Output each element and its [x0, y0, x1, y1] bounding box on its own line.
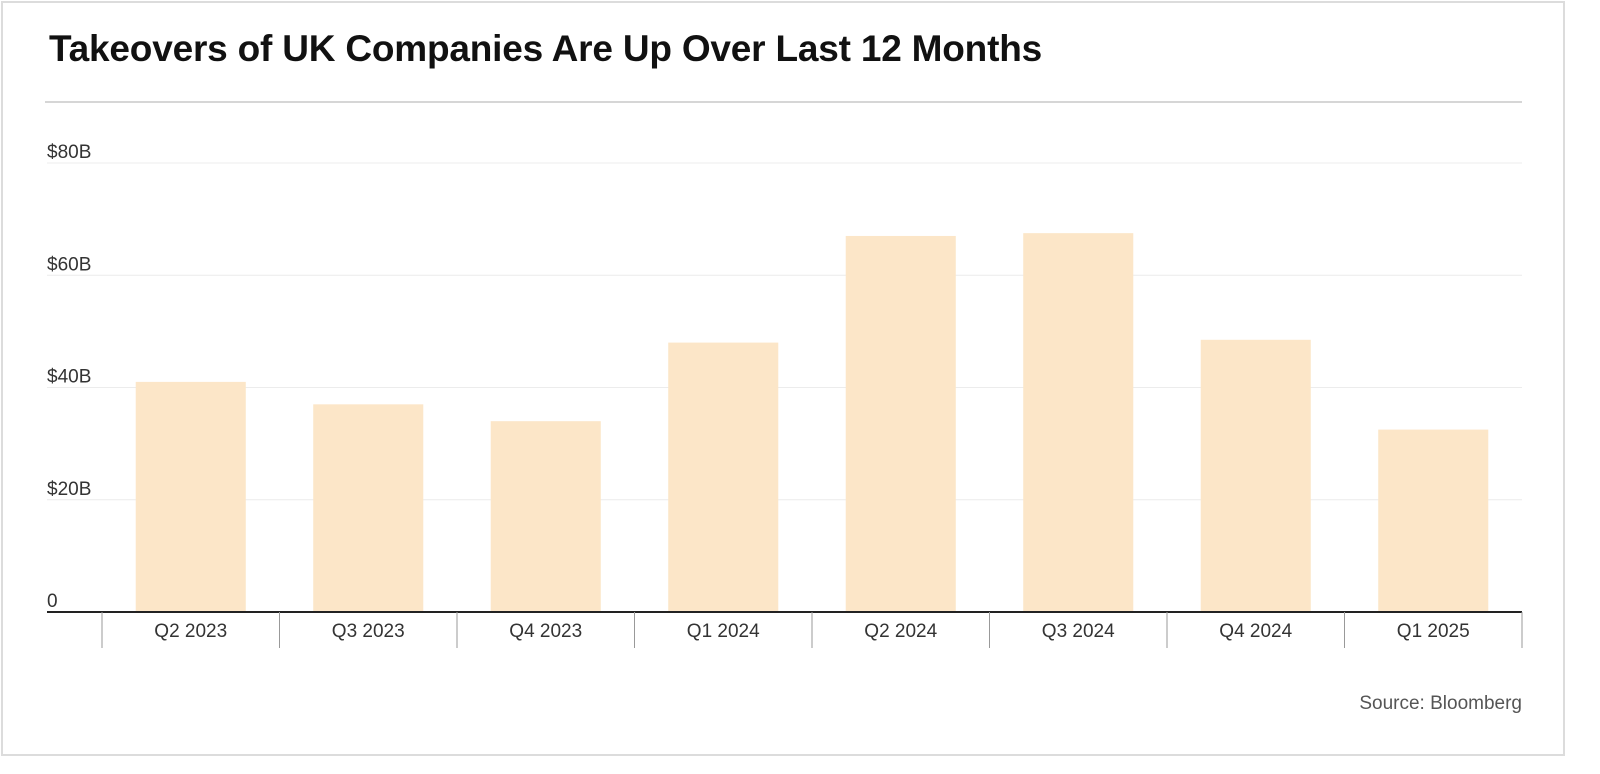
source-note: Source: Bloomberg — [1359, 693, 1522, 714]
bar — [135, 381, 246, 612]
chart-title: Takeovers of UK Companies Are Up Over La… — [49, 28, 1042, 69]
y-tick-label: $60B — [47, 254, 91, 275]
bar — [490, 421, 601, 612]
bar — [668, 342, 779, 612]
y-tick-label: $40B — [47, 367, 91, 388]
bars — [135, 233, 1489, 612]
title-divider — [45, 101, 1522, 103]
y-tick-label: 0 — [47, 591, 58, 612]
y-tick-label: $20B — [47, 479, 91, 500]
x-tick-label: Q3 2024 — [1042, 621, 1115, 642]
x-tick-label: Q3 2023 — [332, 621, 405, 642]
bar — [1378, 429, 1489, 612]
x-tick-label: Q1 2025 — [1397, 621, 1470, 642]
x-tick-label: Q2 2023 — [154, 621, 227, 642]
x-tick-label: Q4 2023 — [509, 621, 582, 642]
bar — [313, 404, 424, 612]
y-tick-label: $80B — [47, 142, 91, 163]
x-tick-label: Q2 2024 — [864, 621, 937, 642]
y-axis: 0 $20B $40B $60B $80B — [47, 142, 91, 612]
x-tick-label: Q1 2024 — [687, 621, 760, 642]
bar — [1023, 233, 1134, 612]
x-axis: Q2 2023 Q3 2023 Q4 2023 Q1 2024 Q2 2024 Q3 20… — [47, 611, 1523, 648]
x-tick-label: Q4 2024 — [1219, 621, 1292, 642]
bar — [1200, 339, 1311, 612]
bar — [845, 235, 956, 612]
